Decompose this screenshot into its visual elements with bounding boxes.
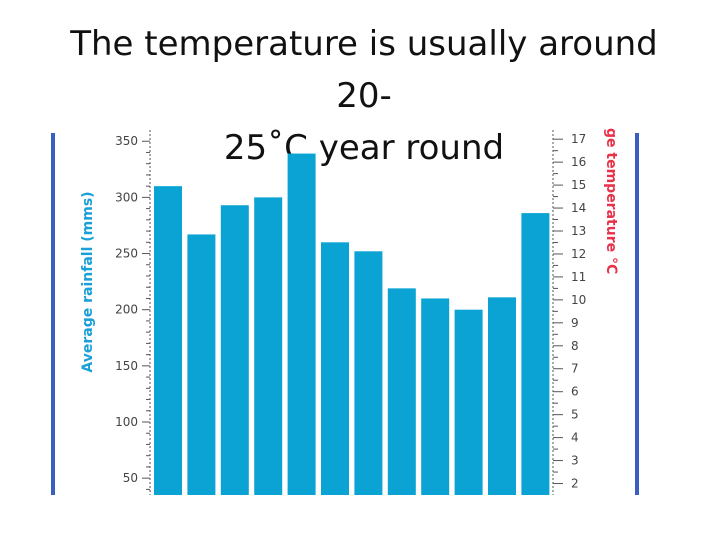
- left-tick-label: 300: [115, 190, 138, 204]
- right-tick-label: 15: [571, 178, 586, 192]
- right-tick-label: 16: [571, 155, 586, 169]
- bar: [254, 197, 283, 495]
- bar: [187, 234, 216, 495]
- right-tick-label: 2: [571, 477, 579, 491]
- bar: [354, 251, 383, 495]
- slide-title-line-1: The temperature is usually around 20-: [70, 24, 658, 116]
- bar: [387, 288, 416, 495]
- bar: [488, 297, 516, 495]
- right-tick-label: 9: [571, 316, 579, 330]
- right-tick-label: 13: [571, 224, 586, 238]
- right-tick-label: 17: [571, 132, 586, 146]
- right-tick-label: 8: [571, 339, 579, 353]
- bar: [454, 309, 483, 495]
- right-tick-label: 6: [571, 385, 579, 399]
- right-axis-label: ge temperature °C: [603, 128, 619, 274]
- bar: [521, 213, 550, 495]
- left-axis-label: Average rainfall (mms): [80, 191, 96, 372]
- bar: [321, 242, 349, 495]
- left-tick-label: 200: [115, 303, 138, 317]
- bar: [154, 186, 182, 495]
- right-tick-label: 14: [571, 201, 586, 215]
- left-tick-label: 100: [115, 415, 138, 429]
- left-tick-label: 50: [123, 471, 138, 485]
- right-tick-label: 3: [571, 454, 579, 468]
- bar: [220, 205, 249, 495]
- bar: [421, 298, 450, 495]
- bottom-margin: [0, 497, 728, 546]
- right-tick-label: 11: [571, 270, 586, 284]
- right-tick-label: 4: [571, 431, 579, 445]
- right-tick-label: 10: [571, 293, 586, 307]
- right-tick-label: 12: [571, 247, 586, 261]
- slide-title-line-2: 25˚C year round: [223, 128, 505, 168]
- right-tick-label: 5: [571, 408, 579, 422]
- bar: [287, 153, 316, 496]
- left-tick-label: 150: [115, 359, 138, 373]
- slide-title: The temperature is usually around 20- 25…: [40, 18, 688, 174]
- left-tick-label: 250: [115, 247, 138, 261]
- right-tick-label: 7: [571, 362, 579, 376]
- left-tick-label: 350: [115, 134, 138, 148]
